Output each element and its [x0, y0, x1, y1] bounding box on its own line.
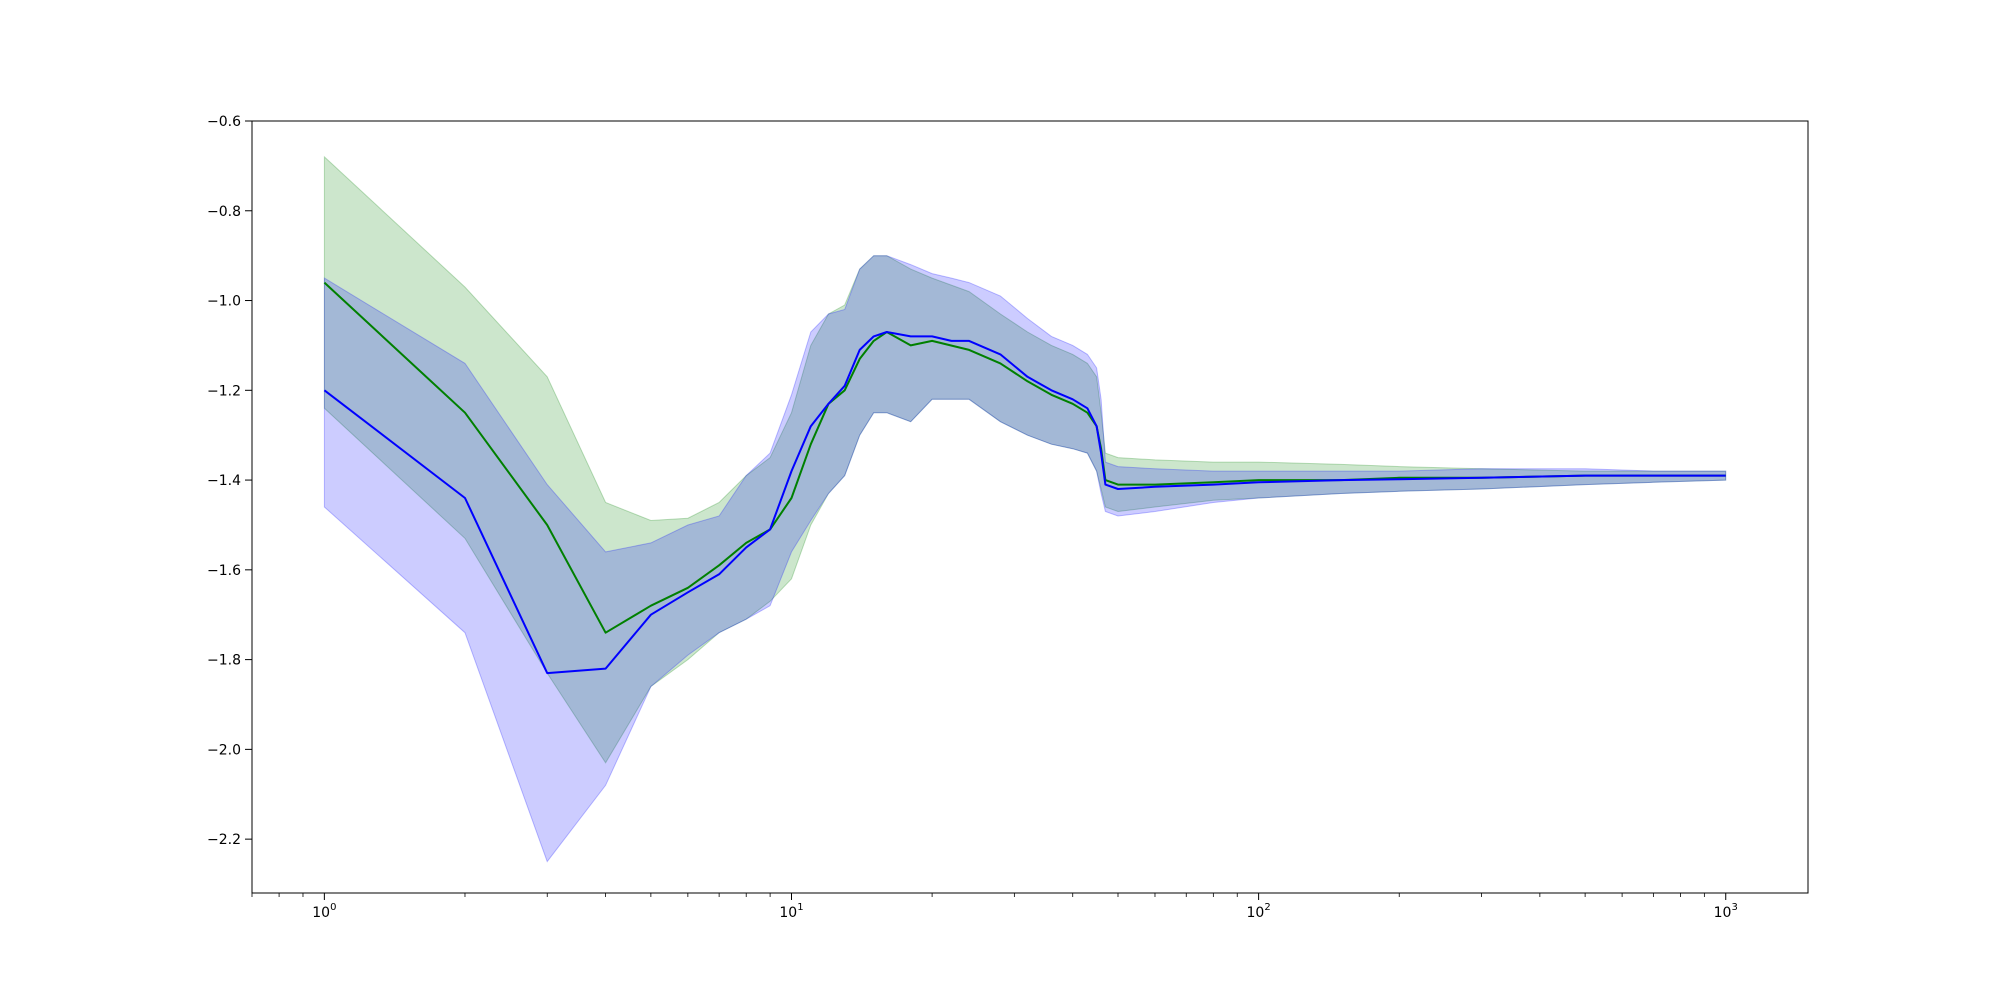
- plot-frame: [251, 120, 1809, 894]
- series-1-band: [323, 155, 1727, 764]
- y-tick-label: −2.2: [207, 832, 241, 848]
- x-axis: 100 101 102 103: [251, 893, 1738, 921]
- y-tick-label: −1.6: [207, 563, 241, 579]
- y-axis: −0.6 −0.8 −1.0 −1.2 −1.4 −1.6 −1.8 −2.0 −2.2: [207, 114, 252, 848]
- y-tick-label: −1.0: [207, 294, 241, 310]
- y-tick-label: −1.2: [207, 383, 241, 399]
- y-tick-label: −2.0: [207, 742, 241, 758]
- y-tick-label: −1.4: [207, 473, 241, 489]
- x-tick-exponent: 3: [1731, 902, 1737, 913]
- y-tick-label: −1.8: [207, 653, 241, 669]
- y-tick-label: −0.6: [207, 114, 241, 130]
- series-1-line: [323, 281, 1726, 634]
- series-lines: [323, 281, 1726, 675]
- y-tick-label: −0.8: [207, 204, 241, 220]
- series-2-band: [323, 255, 1727, 863]
- x-tick-exponent: 1: [797, 902, 803, 913]
- confidence-bands: [323, 155, 1727, 863]
- x-tick-exponent: 0: [330, 902, 336, 913]
- series-2-line: [323, 331, 1726, 675]
- x-tick-exponent: 2: [1264, 902, 1270, 913]
